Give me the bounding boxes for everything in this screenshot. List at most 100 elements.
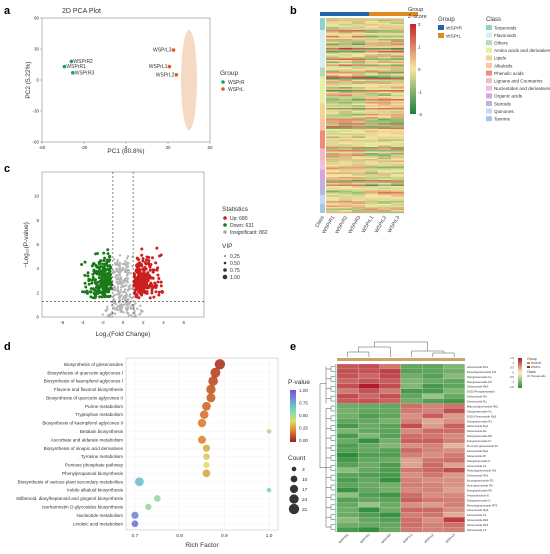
panel-b-heat-cell [391,49,404,52]
panel-e-heat-cell [379,418,401,424]
panel-b-heat-cell [326,109,339,112]
panel-b-heat-cell [339,58,352,61]
panel-b-heat-cell [378,142,391,145]
panel-b-heat-cell [352,88,365,91]
panel-c-point-down [101,273,105,277]
panel-b-heat-cell [378,169,391,172]
panel-b-heat-cell [365,151,378,154]
panel-c-point-insig [126,255,130,258]
panel-b-heat-cell [339,141,352,143]
panel-b-heat-cell [352,190,365,193]
panel-e-heat-cell [443,368,465,375]
panel-d-point [214,359,226,370]
panel-b-heat-cell [378,171,391,173]
panel-b-heat-cell [352,85,365,88]
panel-e-class-cell [335,398,337,404]
panel-e-row-label: 20-O-Glc-ginsenoside Rf [467,444,498,448]
panel-e-heat-cell [358,442,380,449]
panel-b-heat-cell [339,103,352,106]
panel-b-heat-cell [339,21,352,23]
panel-a-xtick-label: 0 [125,145,128,150]
panel-b-heat-cell [326,84,339,86]
panel-b-heat-cell [378,28,391,31]
panel-d-point [266,429,272,434]
panel-e-scale-tick: 0.5 [510,366,514,370]
panel-c-point-down [103,267,107,271]
panel-b-heat-cell [378,67,391,70]
panel-c-point-insig [127,314,131,317]
panel-e-heat-cell [336,522,359,528]
panel-b-heat-cell [339,19,352,22]
panel-b-heat-cell [391,108,404,110]
panel-c-point-insig [121,297,124,300]
panel-b-heat-cell [391,205,404,208]
panel-b-heat-cell [352,72,365,74]
panel-c-threshold-lines [42,172,204,317]
panel-b-heat-cell [378,94,391,97]
panel-b-heat-cell [365,144,378,146]
panel-b-heat-cell [326,142,339,145]
panel-b-class-swatch [486,101,492,106]
panel-b-zscore-tick: 2 [418,22,421,27]
panel-c-point-up [140,279,144,283]
panel-b-heat-cell [326,64,339,67]
panel-e-heat-cell [422,408,444,414]
panel-b-heat-cell [378,178,391,181]
panel-b-heat-cell [365,163,378,166]
panel-c-point-down [94,294,98,298]
panel-b-heat-cell [339,40,352,43]
panel-b-heat-cell [352,58,365,61]
panel-b-heat-cell [326,198,339,200]
panel-b-heat-cell [378,42,391,44]
panel-c-point-insig [108,315,112,318]
panel-b-heat-cell [352,55,365,58]
panel-b-heat-cell [339,60,352,62]
panel-e-heat-cell [400,526,423,533]
panel-b-heat-cell [365,127,378,130]
panel-b-heat-cell [352,177,365,179]
panel-c-ytick-label: 0 [36,315,39,320]
panel-b-heat-cell [352,93,365,95]
panel-c-point-up [134,281,138,285]
panel-b-heat-cell [339,67,352,70]
panel-b-heat-cell [391,109,404,112]
panel-b-heat-cell [391,64,404,67]
panel-b-heat-cell [365,156,378,158]
panel-b-heat-cell [391,150,404,152]
panel-e-heat-cell [358,482,380,488]
panel-d-pvalue-tick: 0.50 [299,413,308,418]
panel-e-class-cell [335,517,337,523]
panel-c-point-insig [113,293,116,297]
panel-b-heat-cell [339,114,352,116]
panel-e-heat-cell [358,363,380,370]
panel-c-point-insig [125,307,129,311]
panel-b-heat-cell [339,184,352,187]
panel-b-heat-cell [352,30,365,32]
panel-e-row-label: Notoginsenoside R1 [467,419,493,423]
panel-b-heat-cell [365,187,378,190]
panel-c-point-insig [118,254,122,257]
panel-e-row-label: Ginsenoside Rb1 [467,365,489,369]
panel-c-point-up [152,268,156,272]
panel-c-point-insig [127,268,130,272]
panel-b-heat-cell [378,46,391,49]
panel-e-row-label: Ginsenoside F1 [467,464,487,468]
panel-b-heat-cell [365,97,378,100]
panel-b-class-swatch [486,40,492,46]
panel-d-pathway-label: Biosynthesis of various plant secondary … [18,479,124,484]
panel-b-heat-cell [365,159,378,161]
panel-b-heat-cell [391,48,404,50]
panel-b-heat-cell [339,195,352,197]
panel-c-point-down [104,289,108,293]
panel-c-point-insig [116,293,119,296]
panel-e-heat-cell [443,482,465,488]
panel-d: d 0.7 0.8 0.9 1.0 Biosynthesis of ginsenosi… [4,341,310,549]
panel-c-point-up [158,254,162,258]
panel-e-row-label: Notoginsenoside R2 [467,488,493,492]
panel-b-heat-cell [339,148,352,151]
panel-e-heat-cell [379,398,401,404]
panel-b-heat-cell [378,66,391,68]
panel-c-point-down [83,281,87,285]
panel-e-heat-cell [400,368,423,375]
panel-b-heat-cell [365,147,378,149]
